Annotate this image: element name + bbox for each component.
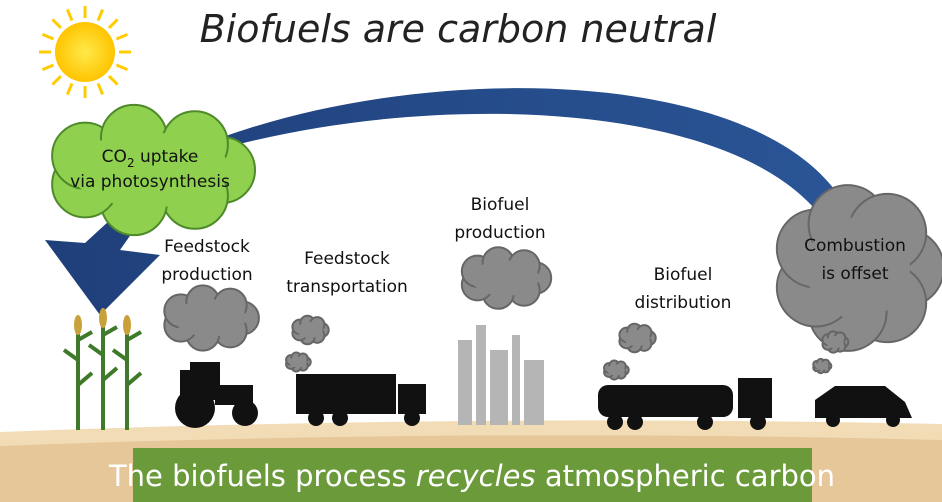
smoke-cloud [822, 331, 848, 352]
cloud-body [70, 133, 230, 208]
smoke-cloud [462, 247, 551, 309]
sun [39, 6, 131, 98]
cloud-body [607, 365, 625, 376]
banner-text: The biofuels process recycles atmospheri… [108, 459, 835, 493]
uptake-subscript: 2 [127, 156, 135, 170]
sun-ray [116, 34, 127, 39]
diagram: Biofuels are carbon neutral CO2 uptake [0, 0, 942, 502]
stage-label-line: transportation [286, 277, 408, 297]
crops [64, 308, 141, 430]
sun-ray [67, 83, 72, 94]
sun-ray [98, 10, 103, 21]
stage-label: Biofuel distribution [635, 265, 732, 313]
stage-label-line: Biofuel [654, 265, 713, 285]
sun-ray [52, 19, 60, 27]
smoke-cloud [619, 324, 655, 352]
stage-label-line: Combustion [804, 236, 906, 256]
banner-emphasis: recycles [416, 459, 536, 493]
cloud-body [297, 322, 323, 338]
cloud-body [816, 362, 829, 370]
smoke-cloud [292, 316, 328, 344]
stage-label: Feedstock production [161, 237, 252, 285]
smoke-cloud [164, 285, 259, 350]
smoke-cloud [813, 359, 831, 373]
stage-label-line: Feedstock [164, 237, 250, 257]
tractor [175, 362, 258, 428]
smoke-cloud [604, 361, 629, 380]
stage-label-line: distribution [635, 293, 732, 313]
stage-label-line: Feedstock [304, 249, 390, 269]
car [815, 386, 912, 427]
uptake-text: via photosynthesis [70, 172, 230, 192]
title: Biofuels are carbon neutral [200, 7, 717, 51]
banner-part: atmospheric carbon [536, 459, 835, 493]
sun-ray [109, 76, 117, 84]
uptake-text: uptake [135, 147, 199, 167]
sun-ray [98, 83, 103, 94]
cloud-body [471, 260, 539, 295]
truck [296, 374, 426, 426]
cloud-body [174, 299, 246, 336]
cloud-body [826, 336, 844, 348]
banner-part: The biofuels process [108, 459, 416, 493]
smoke-cloud [286, 353, 311, 372]
stage-label-line: production [454, 223, 545, 243]
sun-ray [67, 10, 72, 21]
sun-ray [109, 19, 117, 27]
cloud-body [289, 357, 307, 368]
sun-ray [116, 65, 127, 70]
uptake-text: CO [102, 147, 127, 167]
refinery [458, 325, 544, 425]
stage-label-line: Biofuel [471, 195, 530, 215]
cloud-body [624, 330, 650, 346]
stage-label: Biofuel production [454, 195, 545, 243]
stage-label-line: production [161, 265, 252, 285]
sun-ray [43, 65, 54, 70]
green-cloud [52, 105, 255, 235]
stage-label-line: is offset [821, 264, 888, 284]
sun-ray [43, 34, 54, 39]
stage-label: Feedstock transportation [286, 249, 408, 297]
sun-ray [52, 76, 60, 84]
